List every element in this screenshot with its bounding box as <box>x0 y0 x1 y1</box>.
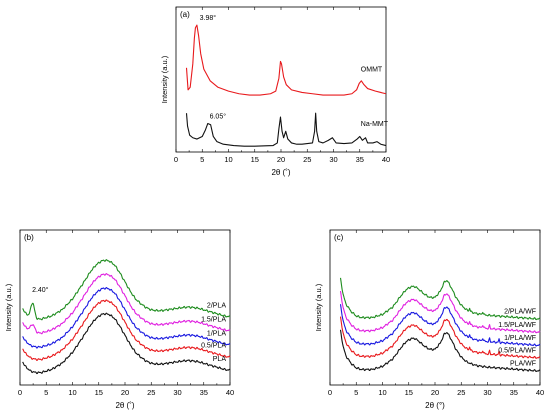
annotation-label: 3.98° <box>200 14 217 22</box>
series-label: 1/PLA/WF <box>504 335 536 342</box>
x-tick-label: 20 <box>431 388 439 397</box>
panel-label: (a) <box>180 10 190 19</box>
annotation-label: OMMT <box>361 67 383 74</box>
series-line-1-5-pla-wf <box>339 290 541 334</box>
x-tick-label: 0 <box>328 388 332 397</box>
panel-label: (c) <box>334 233 344 242</box>
panel-c-chart: 0 5 10 15 20 25 30 35 40 2θ (°) Intensity (a.u.) (c… <box>314 229 544 410</box>
series-line-1-pla <box>22 287 231 349</box>
series-label: 1.5/PLA/WF <box>498 322 536 329</box>
series-label: 0.5/PLA <box>201 343 226 350</box>
x-tick-label: 5 <box>200 155 204 164</box>
panel-a-chart: 0 5 10 15 20 25 30 35 40 2θ (˚) Intensity (a.u.) (a… <box>160 6 390 177</box>
x-tick-label: 35 <box>510 388 518 397</box>
series-line-pla-wf <box>339 329 541 373</box>
y-axis-label: Intensity (a.u.) <box>314 283 323 331</box>
x-tick-label: 25 <box>457 388 465 397</box>
x-tick-label: 20 <box>277 155 285 164</box>
x-tick-label: 15 <box>95 388 103 397</box>
x-tick-label: 40 <box>226 388 234 397</box>
x-axis-label: 2θ (˚) <box>115 401 134 410</box>
x-tick-label: 5 <box>354 388 358 397</box>
x-tick-label: 40 <box>382 155 390 164</box>
series-label: PLA <box>213 356 227 363</box>
series-label: 1/PLA <box>207 330 226 337</box>
x-tick-label: 40 <box>536 388 544 397</box>
x-tick-label: 0 <box>18 388 22 397</box>
x-tick-label: 35 <box>356 155 364 164</box>
x-tick-label: 10 <box>378 388 386 397</box>
x-tick-label: 5 <box>44 388 48 397</box>
series-line-1-pla-wf <box>339 304 541 347</box>
series-label: 2/PLA <box>207 302 226 309</box>
x-tick-label: 30 <box>173 388 181 397</box>
series-line-2-pla-wf <box>339 277 541 321</box>
x-tick-label: 15 <box>405 388 413 397</box>
series-line-0-5-pla-wf <box>339 316 541 359</box>
annotation-label: Na-MMT <box>361 121 389 128</box>
annotation-label: 6.05° <box>210 112 227 120</box>
series-line-na-mmt <box>185 112 387 147</box>
series-label: 0.5/PLA/WF <box>498 347 536 354</box>
series-line-ommt <box>185 24 387 96</box>
series-line-0-5-pla <box>22 299 231 361</box>
x-axis-label: 2θ (°) <box>425 401 445 410</box>
x-tick-label: 15 <box>251 155 259 164</box>
x-tick-label: 25 <box>147 388 155 397</box>
x-tick-label: 30 <box>329 155 337 164</box>
x-tick-label: 10 <box>68 388 76 397</box>
y-axis-label: Intensity (a.u.) <box>160 55 169 103</box>
x-tick-label: 0 <box>174 155 178 164</box>
y-axis-label: Intensity (a.u.) <box>4 283 13 331</box>
plot-frame <box>329 229 541 386</box>
series-line-2-pla <box>22 259 231 321</box>
series-line-pla <box>22 312 231 375</box>
series-label: 2/PLA/WF <box>504 309 536 316</box>
x-tick-label: 10 <box>224 155 232 164</box>
series-label: PLA/WF <box>510 361 536 368</box>
x-tick-label: 20 <box>121 388 129 397</box>
series-line-1-5-pla <box>22 273 231 335</box>
annotation-label: 2.40° <box>32 286 49 294</box>
panel-b-chart: 0 5 10 15 20 25 30 35 40 2θ (˚) Intensity (a.u.) (b… <box>4 229 234 410</box>
series-label: 1.5/PLA <box>201 316 226 323</box>
plot-frame <box>175 6 387 153</box>
panel-label: (b) <box>24 233 34 242</box>
x-axis-label: 2θ (˚) <box>271 168 290 177</box>
x-tick-label: 30 <box>483 388 491 397</box>
x-tick-label: 35 <box>200 388 208 397</box>
x-tick-label: 25 <box>303 155 311 164</box>
